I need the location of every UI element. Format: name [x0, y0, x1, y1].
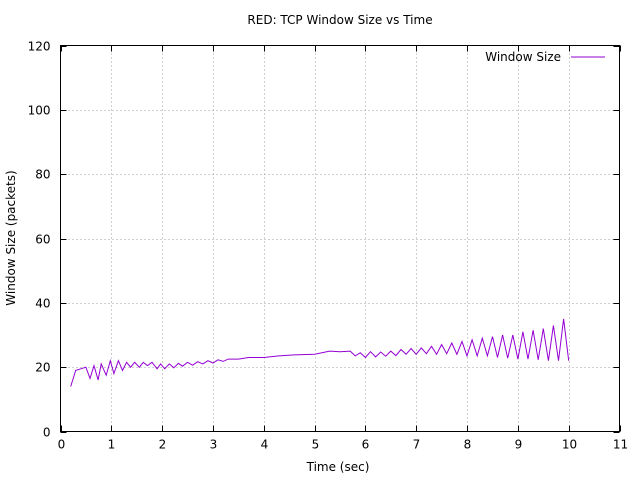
y-axis-label: Window Size (packets): [4, 170, 18, 305]
legend-label-window-size: Window Size: [485, 50, 561, 64]
y-tick-label: 0: [43, 426, 51, 440]
plot-frame: [60, 45, 620, 432]
x-tick-label: 3: [210, 438, 218, 452]
grid: [60, 45, 620, 432]
x-tick-label: 9: [515, 438, 523, 452]
y-tick-label: 120: [28, 40, 51, 54]
x-tick-label: 1: [108, 438, 116, 452]
x-tick-label: 8: [464, 438, 472, 452]
x-tick-label: 5: [312, 438, 320, 452]
y-tick-label: 80: [35, 168, 50, 182]
x-tick-label: 11: [613, 438, 628, 452]
x-tick-label: 4: [261, 438, 269, 452]
y-tick-label: 100: [28, 104, 51, 118]
series-layer: [70, 318, 570, 387]
x-tick-label: 0: [58, 438, 66, 452]
x-axis-label: Time (sec): [306, 460, 370, 474]
series-line-window-size: [70, 318, 570, 387]
chart-title: RED: TCP Window Size vs Time: [247, 13, 432, 27]
y-tick-label: 60: [35, 233, 50, 247]
x-tick-label: 10: [562, 438, 577, 452]
x-tick-label: 6: [362, 438, 370, 452]
legend: Window Size: [485, 50, 605, 64]
y-tick-label: 40: [35, 297, 50, 311]
x-tick-label: 2: [159, 438, 167, 452]
y-tick-label: 20: [35, 361, 50, 375]
axis-ticks: 0 1 2 3 4 5 6 7 8 9 10 11 0 20 40 60 80 100 120: [28, 40, 629, 452]
x-tick-label: 7: [413, 438, 421, 452]
